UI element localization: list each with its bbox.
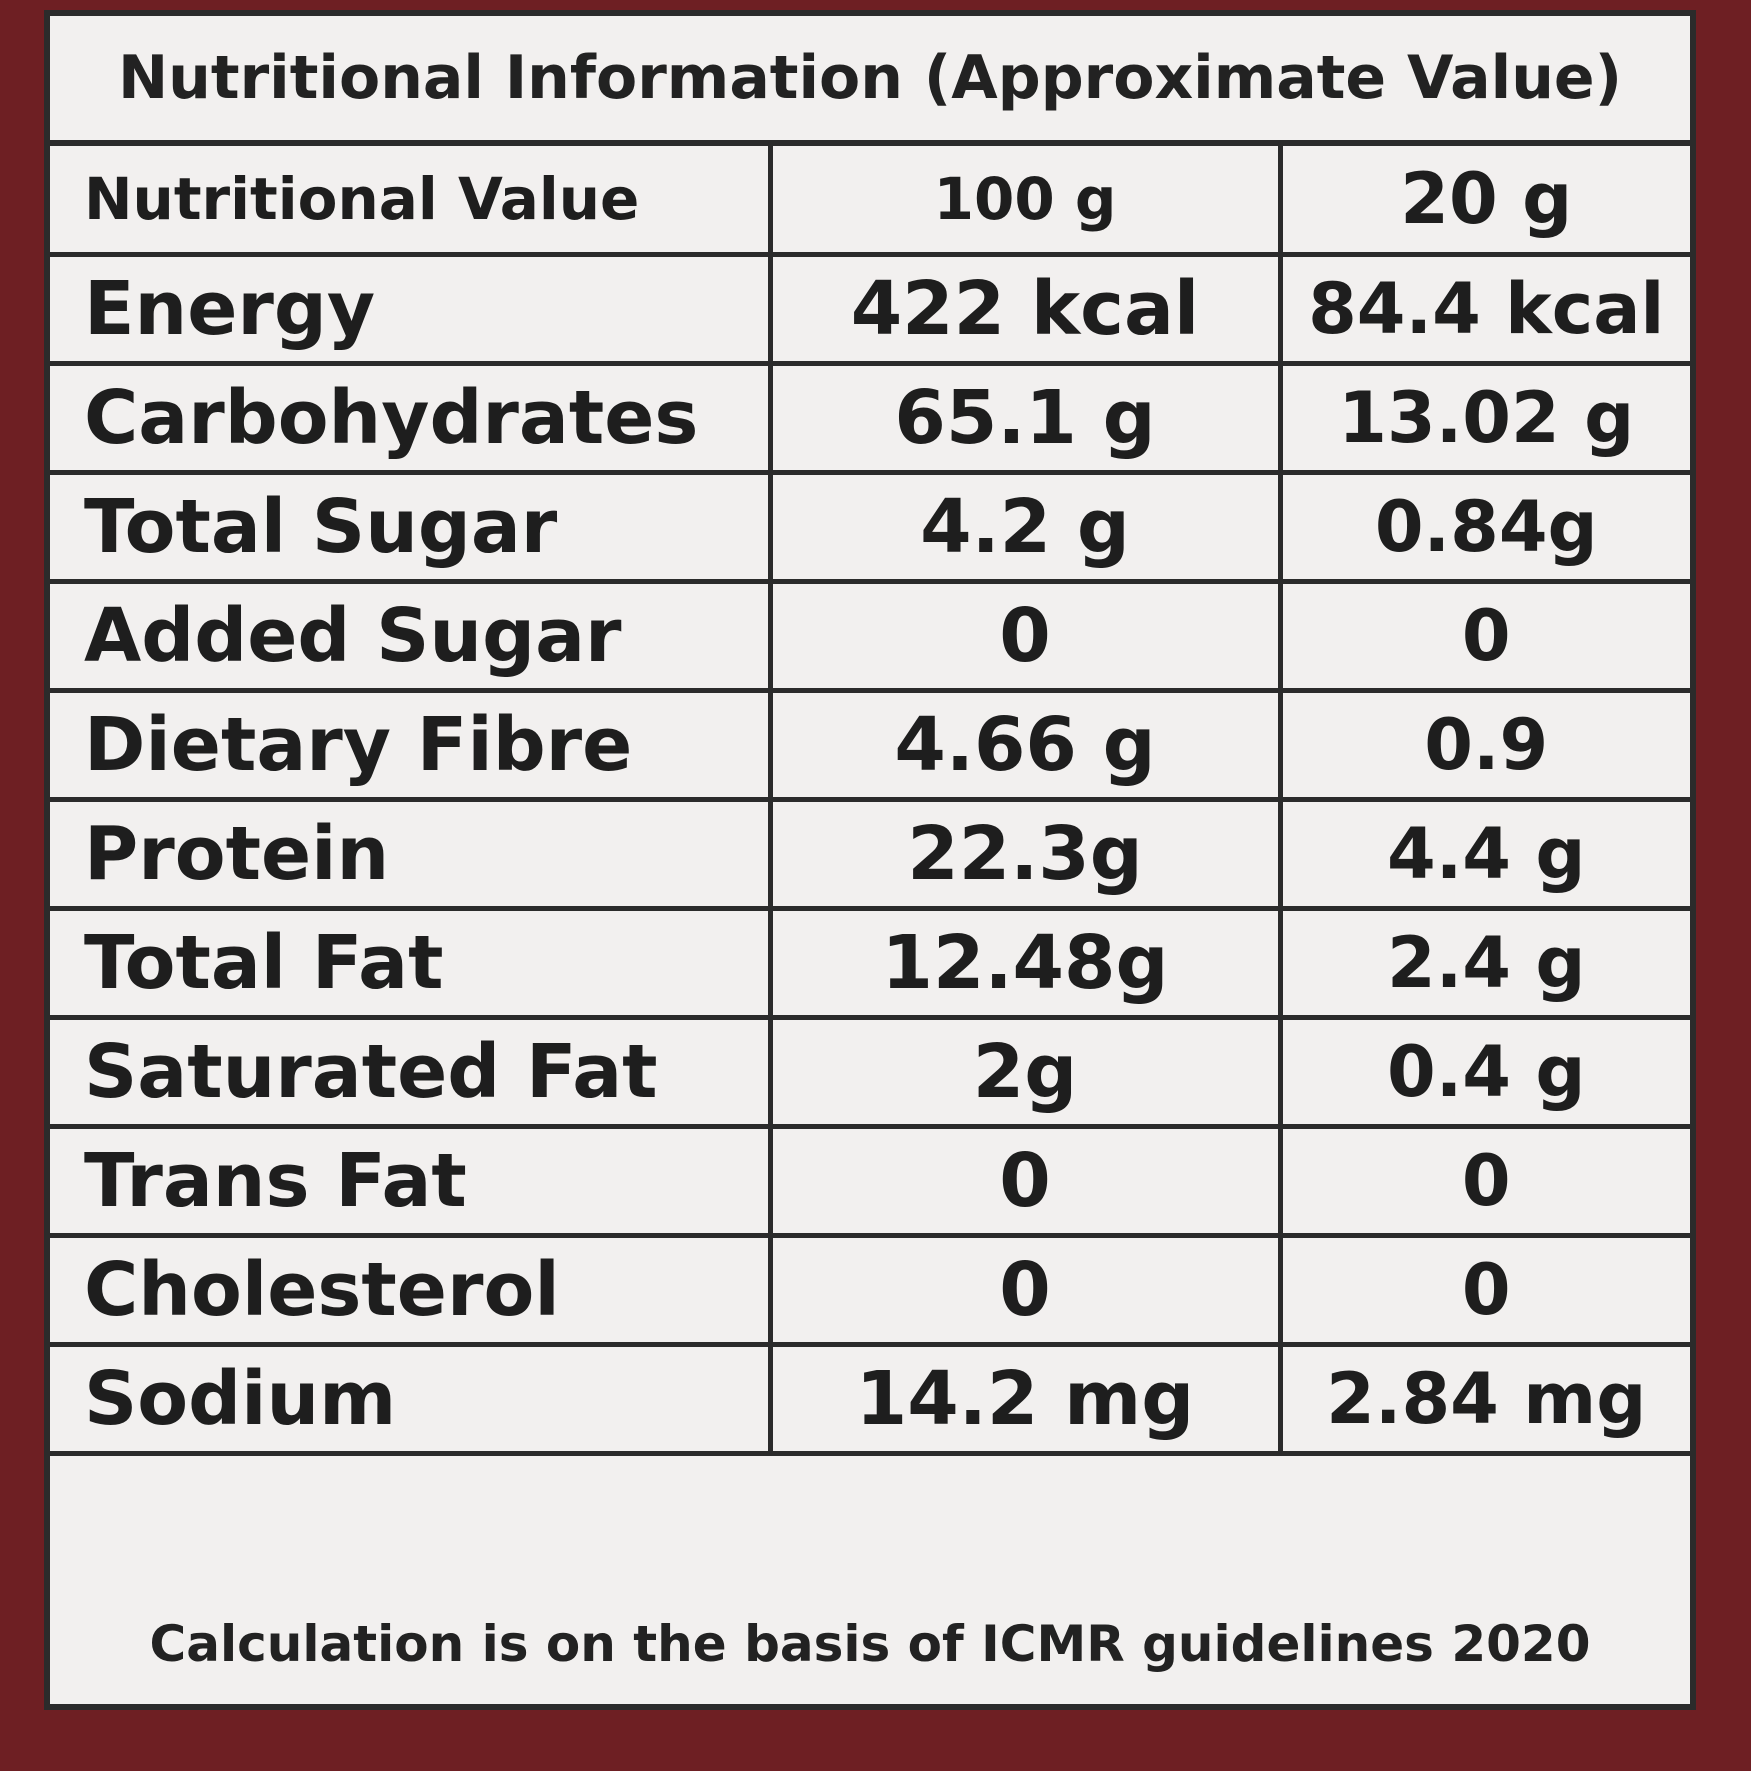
nutrient-name: Added Sugar (50, 578, 773, 693)
value-20g: 0.4 g (1277, 1014, 1690, 1129)
value-100g: 0 (767, 1123, 1283, 1238)
value-100g: 0 (767, 578, 1283, 693)
table-row: Carbohydrates 65.1 g 13.02 g (50, 360, 1690, 475)
table-header-row: Nutritional Value 100 g 20 g (50, 146, 1690, 257)
footer-note: Calculation is on the basis of ICMR guid… (149, 1615, 1591, 1673)
nutrient-name: Total Fat (50, 905, 773, 1020)
value-20g: 0.9 (1277, 687, 1690, 802)
table-row: Trans Fat 0 0 (50, 1123, 1690, 1238)
label-title: Nutritional Information (Approximate Val… (50, 16, 1690, 146)
value-20g: 4.4 g (1277, 796, 1690, 911)
table-row: Added Sugar 0 0 (50, 578, 1690, 693)
value-100g: 2g (767, 1014, 1283, 1129)
nutrient-name: Sodium (50, 1341, 773, 1456)
nutrient-name: Energy (50, 251, 773, 366)
value-100g: 14.2 mg (767, 1341, 1283, 1456)
value-100g: 0 (767, 1232, 1283, 1347)
value-20g: 0 (1277, 578, 1690, 693)
value-20g: 2.4 g (1277, 905, 1690, 1020)
value-100g: 12.48g (767, 905, 1283, 1020)
value-20g: 13.02 g (1277, 360, 1690, 475)
nutrient-name: Trans Fat (50, 1123, 773, 1238)
table-row: Saturated Fat 2g 0.4 g (50, 1014, 1690, 1129)
nutrient-name: Cholesterol (50, 1232, 773, 1347)
table-row: Energy 422 kcal 84.4 kcal (50, 251, 1690, 366)
nutrient-name: Total Sugar (50, 469, 773, 584)
value-20g: 0 (1277, 1123, 1690, 1238)
value-100g: 22.3g (767, 796, 1283, 911)
table-row: Cholesterol 0 0 (50, 1232, 1690, 1347)
nutrient-name: Protein (50, 796, 773, 911)
header-100g: 100 g (767, 146, 1283, 257)
nutrient-name: Carbohydrates (50, 360, 773, 475)
header-20g: 20 g (1277, 146, 1690, 257)
table-row: Total Fat 12.48g 2.4 g (50, 905, 1690, 1020)
header-nutritional-value: Nutritional Value (50, 146, 773, 257)
nutrient-name: Dietary Fibre (50, 687, 773, 802)
value-100g: 65.1 g (767, 360, 1283, 475)
value-20g: 0.84g (1277, 469, 1690, 584)
value-100g: 4.2 g (767, 469, 1283, 584)
value-100g: 422 kcal (767, 251, 1283, 366)
value-100g: 4.66 g (767, 687, 1283, 802)
value-20g: 84.4 kcal (1277, 251, 1690, 366)
nutrition-table: Nutritional Value 100 g 20 g Energy 422 … (50, 146, 1690, 1456)
table-row: Dietary Fibre 4.66 g 0.9 (50, 687, 1690, 802)
value-20g: 2.84 mg (1277, 1341, 1690, 1456)
table-row: Total Sugar 4.2 g 0.84g (50, 469, 1690, 584)
nutrition-label: Nutritional Information (Approximate Val… (44, 10, 1696, 1710)
table-row: Sodium 14.2 mg 2.84 mg (50, 1341, 1690, 1456)
table-row: Protein 22.3g 4.4 g (50, 796, 1690, 911)
value-20g: 0 (1277, 1232, 1690, 1347)
nutrient-name: Saturated Fat (50, 1014, 773, 1129)
